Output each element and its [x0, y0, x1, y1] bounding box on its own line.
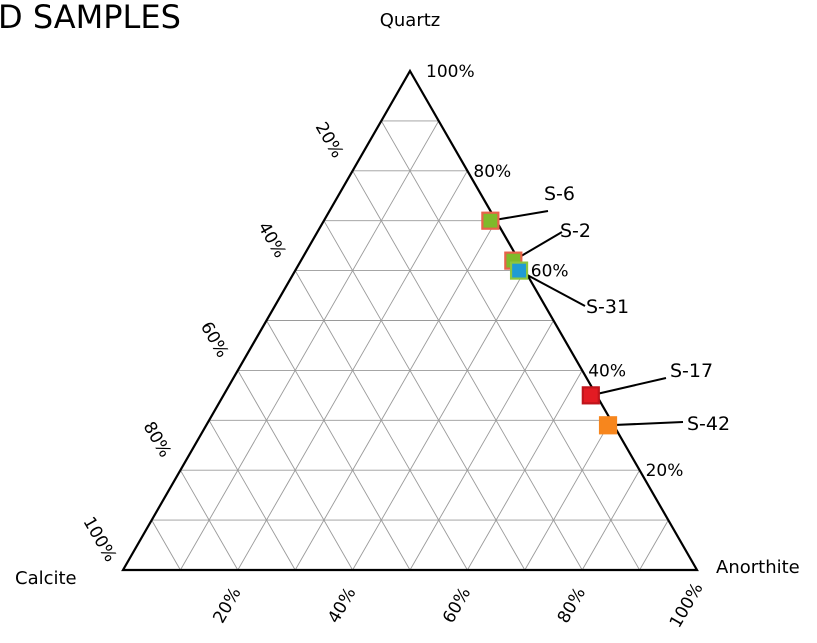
sample-point	[581, 386, 600, 405]
grid-line	[266, 320, 411, 571]
chart-title: D SAMPLES	[0, 0, 181, 36]
leader-line	[490, 210, 549, 222]
quartz-tick-label: 80%	[473, 162, 511, 182]
data-points	[481, 211, 618, 435]
sample-label: S-2	[560, 220, 591, 242]
triangle-frame	[121, 68, 699, 572]
sample-point	[481, 211, 500, 230]
grid-line	[151, 519, 181, 571]
grid-line	[380, 120, 640, 571]
anorthite-tick-label: 60%	[439, 584, 475, 627]
calcite-tick-label: 80%	[139, 418, 175, 461]
grid-line	[409, 320, 554, 571]
anorthite-tick-label: 100%	[666, 579, 708, 631]
anorthite-tick-label: 40%	[324, 584, 360, 627]
leader-line	[607, 421, 684, 427]
leader-line	[518, 269, 586, 307]
vertex-label-quartz: Quartz	[380, 10, 441, 31]
grid-line	[180, 120, 440, 571]
leader-lines	[490, 210, 684, 427]
anorthite-tick-label: 80%	[554, 584, 590, 627]
grid-line	[524, 420, 612, 571]
grid-line	[639, 519, 669, 571]
leader-line	[590, 377, 667, 397]
sample-point	[598, 416, 618, 435]
sample-label: S-42	[687, 413, 730, 435]
vertex-label-anorthite: Anorthite	[716, 557, 800, 578]
ternary-grid	[151, 120, 669, 571]
sample-point	[509, 261, 529, 280]
point-labels: S-6 S-2 S-31 S-17 S-42	[544, 183, 730, 435]
quartz-tick-label: 20%	[646, 461, 684, 481]
tick-labels: 100% 80% 60% 40% 20% 20% 40% 60% 80% 100% 20% 40% 60…	[79, 62, 708, 632]
sample-label: S-31	[586, 296, 629, 318]
sample-label: S-6	[544, 183, 575, 205]
anorthite-tick-label: 20%	[209, 584, 245, 627]
quartz-tick-label: 100%	[426, 62, 475, 82]
quartz-tick-label: 60%	[531, 262, 569, 282]
grid-line	[323, 220, 526, 571]
calcite-tick-label: 20%	[311, 119, 347, 162]
grid-line	[294, 220, 497, 571]
sample-label: S-17	[670, 360, 713, 382]
quartz-tick-label: 40%	[588, 361, 626, 381]
calcite-tick-label: 100%	[79, 513, 121, 565]
calcite-tick-label: 60%	[196, 319, 232, 362]
grid-line	[208, 420, 296, 571]
calcite-tick-label: 40%	[253, 219, 289, 262]
vertex-label-calcite: Calcite	[15, 568, 77, 589]
